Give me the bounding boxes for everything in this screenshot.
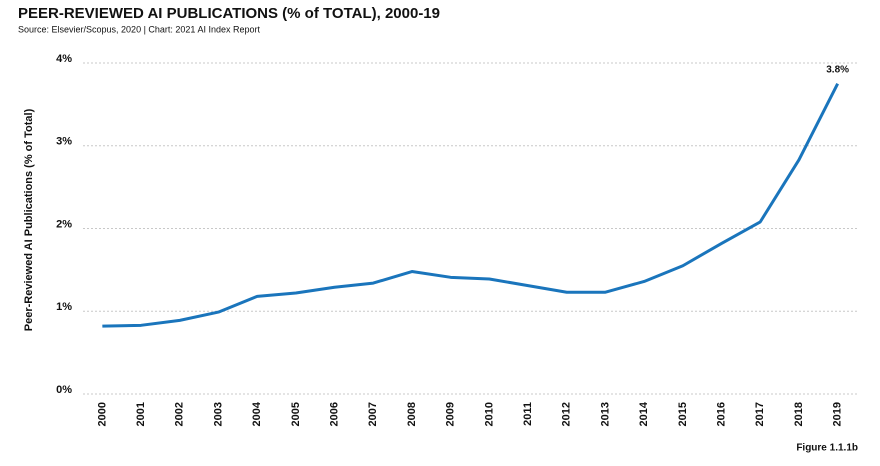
x-tick-label: 2012 [561, 402, 573, 426]
y-tick-label: 0% [56, 384, 72, 396]
figure-label: Figure 1.1.1b [796, 443, 858, 454]
y-tick-label: 4% [56, 53, 72, 65]
data-line [102, 83, 839, 328]
data-label: 3.8% [826, 64, 849, 75]
y-axis-label: Peer-Reviewed AI Publications (% of Tota… [23, 108, 35, 331]
x-tick-label: 2000 [96, 402, 108, 426]
x-tick-label: 2011 [522, 402, 534, 426]
x-tick-label: 2014 [638, 401, 650, 426]
x-tick-label: 2003 [212, 402, 224, 426]
chart-title: PEER-REVIEWED AI PUBLICATIONS (% of TOTA… [18, 5, 440, 22]
x-tick-label: 2017 [754, 402, 766, 426]
x-tick-label: 2013 [599, 402, 611, 426]
x-tick-label: 2001 [135, 402, 147, 426]
x-tick-label: 2016 [715, 402, 727, 426]
x-tick-label: 2008 [406, 402, 418, 426]
x-tick-label: 2018 [793, 402, 805, 426]
x-tick-label: 2015 [677, 402, 689, 426]
x-tick-label: 2019 [832, 402, 844, 426]
chart-subtitle: Source: Elsevier/Scopus, 2020 | Chart: 2… [18, 24, 260, 34]
x-tick-label: 2007 [367, 402, 379, 426]
y-tick-label: 1% [56, 301, 72, 313]
x-tick-label: 2004 [251, 401, 263, 426]
y-tick-label: 3% [56, 136, 72, 148]
x-tick-label: 2009 [445, 402, 457, 426]
x-tick-label: 2005 [290, 402, 302, 426]
x-tick-label: 2010 [483, 402, 495, 426]
y-tick-label: 2% [56, 218, 72, 230]
x-tick-label: 2006 [328, 402, 340, 426]
x-tick-label: 2002 [174, 402, 186, 426]
